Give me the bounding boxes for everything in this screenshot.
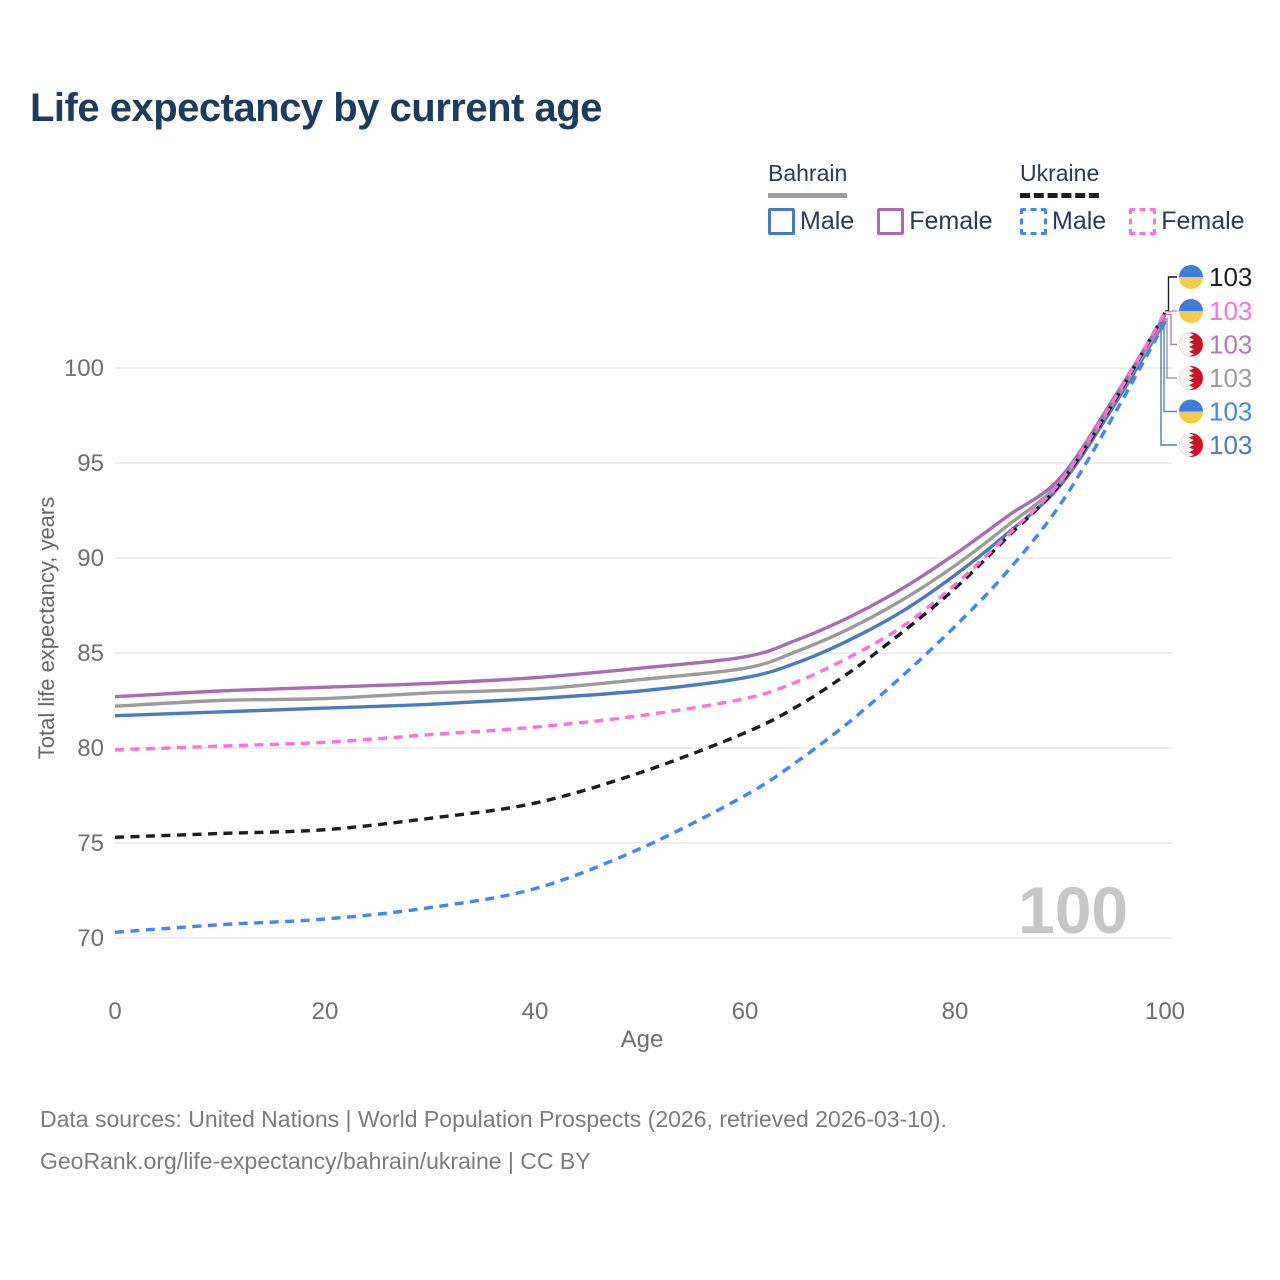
x-axis-title: Age — [620, 1026, 664, 1053]
flag-ukraine-blue-band — [1179, 399, 1203, 412]
flag-bahrain-white-serrated-band — [1179, 332, 1194, 357]
y-tick-label-95: 95 — [77, 450, 104, 477]
leader-line-ukraine_all — [1165, 276, 1177, 312]
x-tick-label-80: 80 — [942, 998, 969, 1025]
x-tick-label-60: 60 — [732, 998, 759, 1025]
end-value-label-bahrain_female: 103 — [1209, 330, 1252, 360]
legend-country-bahrain[interactable]: Bahrain — [768, 160, 848, 198]
footer: Data sources: United Nations | World Pop… — [40, 1106, 947, 1175]
legend-group-ukraine: Ukraine Male Female — [1020, 160, 1245, 236]
legend-swatch-ukraine-male-icon — [1020, 208, 1047, 235]
series-line-bahrain_all[interactable] — [114, 317, 1167, 708]
flag-icon-ukraine — [1179, 399, 1203, 424]
x-tick-label-20: 20 — [312, 998, 339, 1025]
flag-art-bahrain — [1179, 332, 1203, 357]
flag-icon-bahrain — [1179, 332, 1203, 357]
end-value-label-ukraine_all: 103 — [1209, 262, 1252, 292]
flag-ukraine-yellow-band — [1179, 411, 1203, 424]
flag-icon-bahrain — [1179, 433, 1203, 457]
flag-art-bahrain — [1179, 366, 1203, 390]
leader-line-ukraine_female — [1165, 310, 1177, 313]
legend-item-bahrain-female[interactable]: Female — [877, 207, 993, 236]
y-tick-label-80: 80 — [77, 735, 104, 762]
end-value-label-bahrain_all: 103 — [1209, 363, 1252, 393]
flag-icon-ukraine — [1179, 265, 1203, 289]
footer-url: GeoRank.org/life-expectancy/bahrain/ukra… — [40, 1148, 591, 1174]
flag-icon-ukraine — [1179, 299, 1203, 323]
flag-ukraine-yellow-band — [1179, 311, 1203, 323]
y-tick-label-75: 75 — [77, 830, 104, 857]
x-tick-label-0: 0 — [108, 998, 121, 1025]
y-tick-label-85: 85 — [77, 640, 104, 667]
x-tick-label-40: 40 — [522, 998, 549, 1025]
flag-art-ukraine — [1179, 265, 1203, 289]
legend-label-bahrain-female: Female — [909, 207, 993, 235]
end-value-label-ukraine_female: 103 — [1209, 296, 1252, 326]
legend-item-ukraine-male[interactable]: Male — [1020, 207, 1106, 236]
leader-line-ukraine_male — [1163, 322, 1177, 413]
flag-ukraine-blue-band — [1179, 299, 1203, 311]
series-line-bahrain_male[interactable] — [114, 319, 1167, 718]
legend-label-bahrain-male: Male — [800, 207, 855, 235]
y-tick-label-70: 70 — [77, 925, 104, 952]
legend-group-bahrain: Bahrain Male Female — [768, 160, 993, 236]
legend-swatch-ukraine-female-icon — [1129, 208, 1157, 235]
end-value-label-ukraine_male: 103 — [1209, 397, 1252, 427]
legend-item-ukraine-female[interactable]: Female — [1129, 207, 1245, 236]
hover-age-watermark: 100 — [1018, 873, 1129, 947]
legend-swatch-bahrain-male-icon — [768, 208, 795, 235]
flag-ukraine-blue-band — [1179, 265, 1203, 277]
series-line-ukraine_all[interactable] — [114, 312, 1167, 839]
page-title: Life expectancy by current age — [30, 86, 602, 130]
series-line-bahrain_female[interactable] — [114, 313, 1167, 699]
x-tick-label-100: 100 — [1145, 998, 1185, 1025]
y-tick-label-90: 90 — [77, 545, 104, 572]
legend-swatch-bahrain-female-icon — [877, 208, 905, 235]
flag-art-bahrain — [1179, 433, 1203, 457]
y-tick-label-100: 100 — [64, 355, 104, 382]
flag-ukraine-yellow-band — [1179, 277, 1203, 289]
flag-bahrain-white-serrated-band — [1179, 433, 1194, 457]
end-value-label-bahrain_male: 103 — [1209, 430, 1252, 460]
leader-line-bahrain_female — [1165, 313, 1177, 346]
leader-line-bahrain_all — [1165, 318, 1177, 379]
legend-label-ukraine-male: Male — [1052, 207, 1107, 235]
leader-line-bahrain_male — [1160, 321, 1177, 446]
legend-label-ukraine-female: Female — [1161, 207, 1245, 235]
flag-art-ukraine — [1179, 299, 1203, 323]
flag-art-ukraine — [1179, 399, 1203, 424]
series-line-ukraine_male[interactable] — [114, 321, 1167, 934]
flag-bahrain-white-serrated-band — [1179, 366, 1194, 390]
y-axis-title: Total life expectancy, years — [34, 496, 59, 760]
footer-data-sources: Data sources: United Nations | World Pop… — [40, 1106, 947, 1132]
legend-item-bahrain-male[interactable]: Male — [768, 207, 854, 236]
legend-country-ukraine[interactable]: Ukraine — [1020, 160, 1100, 198]
flag-icon-bahrain — [1179, 366, 1203, 390]
